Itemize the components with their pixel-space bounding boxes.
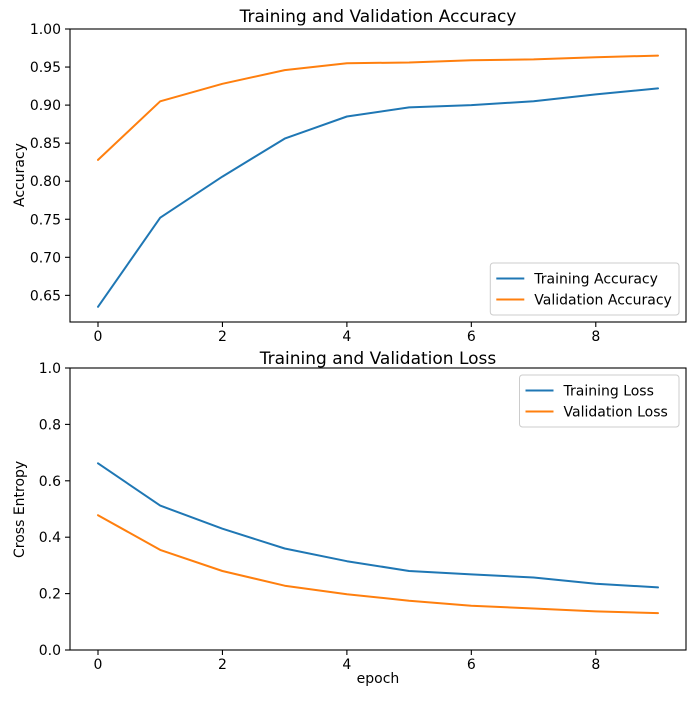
x-tick-label: 8 bbox=[591, 329, 600, 345]
y-tick-label: 0.65 bbox=[30, 288, 61, 304]
accuracy-chart-title: Training and Validation Accuracy bbox=[239, 7, 517, 27]
legend-label: Training Accuracy bbox=[533, 272, 658, 288]
loss-chart-canvas: 0.0 0.2 0.4 0.6 0.8 1.0 0 2 4 6 8 Training Loss Vali… bbox=[39, 361, 687, 673]
x-tick-label: 4 bbox=[342, 657, 351, 673]
series-line bbox=[97, 87, 659, 308]
axes-spines bbox=[69, 28, 687, 323]
x-tick-label: 4 bbox=[342, 329, 351, 345]
y-tick-label: 0.95 bbox=[30, 60, 61, 76]
y-tick-label: 0.0 bbox=[39, 643, 61, 659]
legend-label: Validation Accuracy bbox=[534, 293, 672, 309]
y-tick-label: 0.85 bbox=[30, 136, 61, 152]
axes-spines bbox=[69, 367, 687, 651]
y-tick-label: 0.80 bbox=[30, 174, 61, 190]
accuracy-chart-canvas: 0.65 0.70 0.75 0.80 0.85 0.90 0.95 1.00 0 2 4 6 8 Tra… bbox=[30, 22, 687, 345]
legend-label: Validation Loss bbox=[564, 405, 668, 421]
y-tick-label: 0.4 bbox=[39, 530, 61, 546]
y-tick-label: 0.90 bbox=[30, 98, 61, 114]
x-tick-label: 2 bbox=[218, 657, 227, 673]
y-tick-label: 1.00 bbox=[30, 22, 61, 38]
y-tick-label: 1.0 bbox=[39, 361, 61, 377]
series-line bbox=[97, 514, 659, 615]
legend-box bbox=[489, 262, 680, 316]
y-tick-label: 0.2 bbox=[39, 587, 61, 603]
x-tick-label: 0 bbox=[94, 329, 103, 345]
loss-chart-title: Training and Validation Loss bbox=[259, 349, 497, 369]
x-tick-label: 6 bbox=[467, 329, 476, 345]
y-tick-label: 0.8 bbox=[39, 417, 61, 433]
legend-label: Training Loss bbox=[563, 384, 654, 400]
x-tick-label: 0 bbox=[94, 657, 103, 673]
x-tick-label: 6 bbox=[467, 657, 476, 673]
series-line bbox=[97, 462, 659, 589]
y-tick-label: 0.70 bbox=[30, 250, 61, 266]
x-axis-label: epoch bbox=[356, 671, 400, 687]
series-line bbox=[97, 54, 659, 161]
y-tick-label: 0.75 bbox=[30, 212, 61, 228]
y-tick-label: 0.6 bbox=[39, 474, 61, 490]
x-tick-label: 2 bbox=[218, 329, 227, 345]
legend-box bbox=[519, 374, 680, 428]
x-tick-label: 8 bbox=[591, 657, 600, 673]
